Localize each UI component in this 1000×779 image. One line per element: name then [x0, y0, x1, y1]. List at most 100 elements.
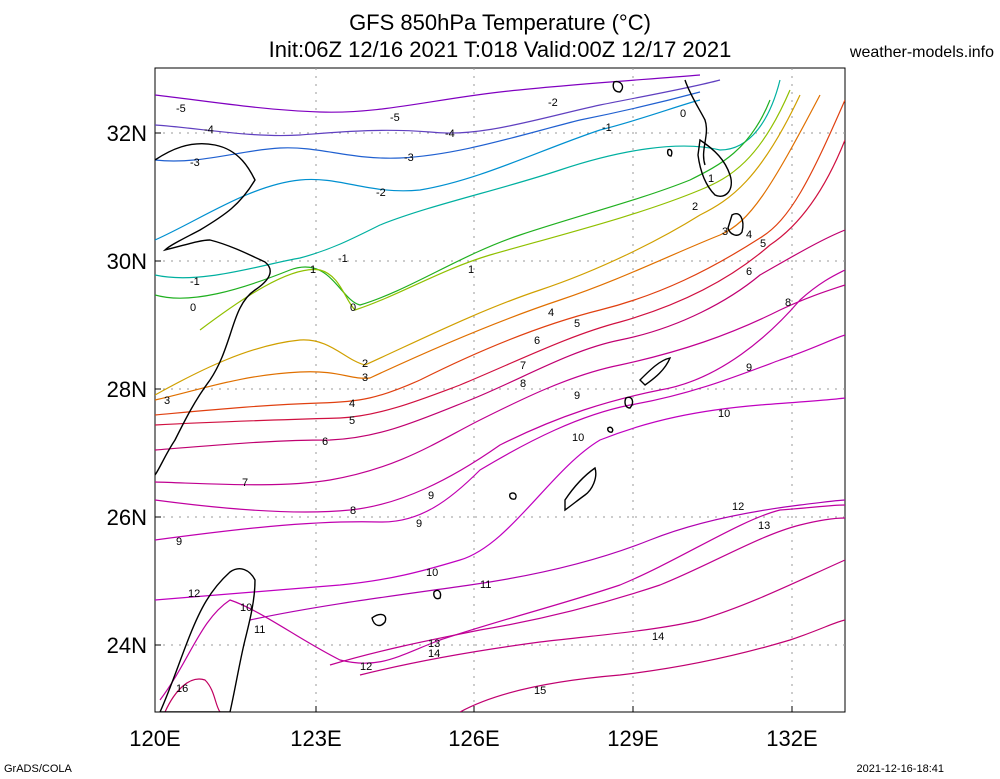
isotherm-6 — [155, 229, 845, 451]
map-subtitle: Init:06Z 12/16 2021 T:018 Valid:00Z 12/1… — [268, 37, 732, 62]
contour-label: -2 — [548, 97, 558, 109]
isotherm-13 — [329, 517, 845, 666]
graticule — [155, 68, 845, 712]
korea-coast — [684, 79, 708, 166]
contour-label: 5 — [349, 415, 355, 427]
contour-label: 4 — [746, 229, 752, 241]
contour-label: 10 — [240, 602, 252, 614]
contour-label: 0 — [680, 108, 686, 120]
site-label: weather-models.info — [849, 44, 994, 61]
contour-label: 9 — [416, 518, 422, 530]
contour-label: 9 — [428, 490, 434, 502]
okinawa — [564, 466, 597, 512]
contour-label: 13 — [758, 520, 770, 532]
isotherm-16 — [164, 678, 221, 712]
contour-label: 9 — [574, 390, 580, 402]
isotherm--5 — [155, 74, 701, 113]
contour-label: 3 — [164, 395, 170, 407]
contour-label: 11 — [254, 624, 265, 636]
lon-tick-label: 120E — [129, 726, 180, 751]
contour-label: 12 — [732, 501, 744, 513]
lon-tick-label: 123E — [290, 726, 341, 751]
contour-label: 10 — [572, 432, 584, 444]
contour-label: -5 — [390, 112, 400, 124]
lat-tick-label: 28N — [107, 377, 147, 402]
contour-label: 0 — [350, 302, 356, 314]
isotherms — [155, 74, 845, 712]
contour-label: -1 — [602, 122, 612, 134]
lon-tick-label: 126E — [448, 726, 499, 751]
contour-label: 9 — [746, 362, 752, 374]
contour-label: 1 — [708, 173, 714, 185]
isotherm-10 — [155, 397, 845, 601]
contour-label: -3 — [404, 152, 414, 164]
lat-tick-label: 24N — [107, 633, 147, 658]
isotherm-12 — [159, 504, 845, 701]
isotherm-8 — [155, 269, 845, 513]
contour-label: 8 — [350, 505, 356, 517]
contour-label: 7 — [242, 477, 248, 489]
contour-label: 6 — [534, 335, 540, 347]
isotherm-7 — [155, 284, 845, 486]
contour-label: 8 — [785, 297, 791, 309]
islet-f — [612, 80, 624, 93]
isotherm-5 — [155, 139, 845, 426]
isotherm--2 — [155, 99, 701, 241]
contour-label: -1 — [190, 276, 200, 288]
taiwan-island — [159, 568, 256, 712]
islet-a — [433, 589, 442, 600]
kyushu — [697, 138, 732, 197]
isotherm--1 — [155, 79, 781, 279]
contour-label: 3 — [722, 226, 728, 238]
contour-label: 14 — [428, 648, 440, 660]
lon-axis-labels: 120E 123E 126E 129E 132E — [129, 726, 817, 751]
contour-label: 11 — [480, 579, 491, 591]
islet-b — [624, 396, 634, 409]
isotherm-3 — [155, 94, 821, 401]
isotherm--4 — [155, 79, 721, 137]
amami — [639, 357, 672, 386]
islet-e — [666, 148, 673, 157]
contour-label: -2 — [376, 187, 386, 199]
contour-label: -3 — [190, 157, 200, 169]
tanegashima — [727, 213, 744, 236]
isotherm-2 — [155, 94, 801, 396]
contour-label: -1 — [338, 253, 348, 265]
isotherm-4 — [155, 99, 845, 416]
lon-tick-label: 132E — [766, 726, 817, 751]
lat-tick-label: 30N — [107, 249, 147, 274]
contour-label: 1 — [468, 264, 474, 276]
isotherm-9 — [155, 334, 845, 541]
coastlines — [155, 79, 744, 712]
contour-label: 4 — [349, 398, 355, 410]
contour-label: 6 — [746, 266, 752, 278]
contour-label: 5 — [760, 238, 766, 250]
islet-d — [607, 426, 614, 433]
contour-label: 10 — [718, 408, 730, 420]
contour-label: 12 — [360, 661, 372, 673]
map-title: GFS 850hPa Temperature (°C) — [349, 10, 651, 35]
isotherm-11 — [249, 499, 845, 621]
contour-label: 12 — [188, 588, 200, 600]
contour-label: 14 — [652, 631, 664, 643]
axis-ticks — [154, 132, 793, 712]
isotherm-14 — [359, 559, 845, 676]
isotherm--3 — [155, 91, 701, 162]
miyako — [371, 613, 387, 627]
lat-tick-label: 32N — [107, 121, 147, 146]
contour-label: 1 — [310, 264, 316, 276]
lat-axis-labels: 32N 30N 28N 26N 24N — [107, 121, 147, 658]
contour-label: -5 — [176, 103, 186, 115]
contour-label: 2 — [362, 358, 368, 370]
lat-tick-label: 26N — [107, 505, 147, 530]
contour-label: 16 — [176, 683, 188, 695]
isotherm-1 — [199, 89, 791, 331]
contour-label: 13 — [428, 638, 440, 650]
contour-label: 15 — [534, 685, 546, 697]
isotherm-0 — [155, 99, 771, 306]
footer-timestamp: 2021-12-16-18:41 — [856, 763, 944, 775]
contour-label: 3 — [362, 372, 368, 384]
contour-label: -4 — [204, 124, 214, 136]
contour-label: 9 — [176, 536, 182, 548]
